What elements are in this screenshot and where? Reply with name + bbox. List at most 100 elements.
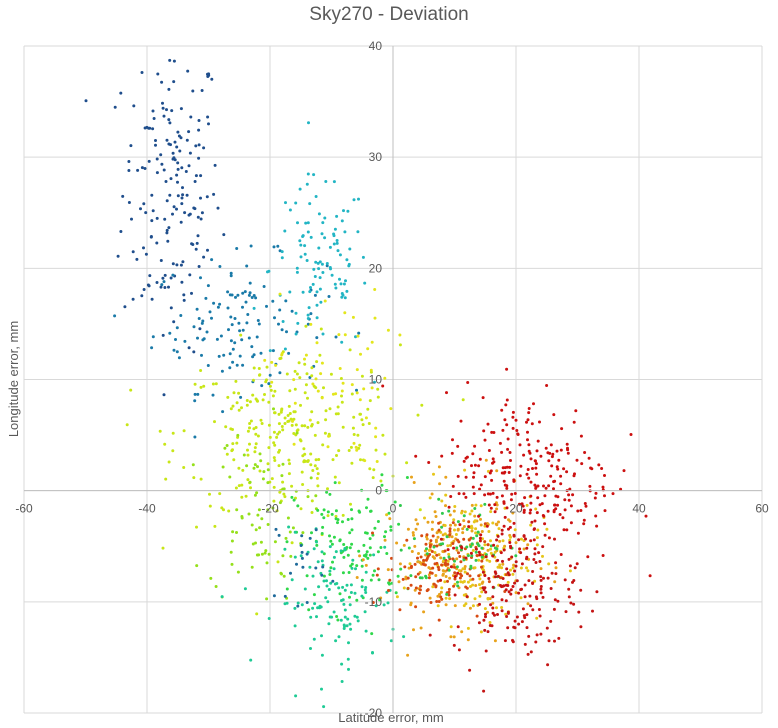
data-point — [275, 509, 279, 513]
data-point — [268, 435, 272, 439]
data-point — [440, 511, 444, 515]
data-point — [484, 458, 488, 462]
data-point — [247, 512, 251, 516]
data-point — [483, 493, 487, 497]
data-point — [500, 408, 504, 412]
data-point — [351, 315, 355, 319]
data-point — [430, 527, 434, 531]
data-point — [462, 593, 466, 597]
data-point — [237, 408, 241, 412]
data-point — [206, 364, 210, 367]
data-point — [288, 389, 292, 393]
data-point — [248, 291, 252, 295]
data-point — [539, 585, 543, 588]
data-point — [565, 470, 569, 474]
data-point — [324, 409, 328, 413]
data-point — [453, 565, 456, 569]
data-point — [452, 643, 456, 647]
data-point — [343, 588, 347, 592]
data-point — [172, 59, 176, 63]
data-point — [210, 77, 214, 81]
data-point — [383, 452, 387, 456]
data-point — [230, 562, 234, 566]
data-point — [526, 543, 530, 547]
data-point — [539, 578, 543, 582]
data-point — [328, 545, 332, 549]
data-point — [277, 322, 280, 326]
data-point — [455, 557, 459, 561]
data-point — [418, 588, 422, 592]
data-point — [595, 524, 599, 528]
data-point — [456, 584, 460, 588]
data-point — [317, 246, 321, 250]
data-point — [231, 404, 235, 408]
data-point — [336, 412, 340, 416]
data-point — [334, 514, 338, 518]
data-point — [262, 470, 266, 474]
data-point — [354, 335, 357, 339]
data-point — [451, 521, 455, 525]
data-point — [285, 587, 289, 591]
x-axis-title: Latitude error, mm — [338, 710, 444, 725]
data-point — [519, 566, 523, 570]
data-point — [169, 143, 172, 147]
data-point — [427, 461, 431, 464]
data-point — [447, 505, 451, 509]
data-point — [486, 422, 490, 426]
data-point — [367, 422, 371, 425]
data-point — [349, 502, 352, 506]
data-point — [316, 421, 320, 425]
data-point — [579, 625, 583, 629]
data-point — [127, 160, 131, 163]
data-point — [338, 592, 342, 596]
data-point — [496, 613, 499, 616]
data-point — [440, 525, 444, 529]
data-point — [318, 353, 322, 357]
data-point — [472, 475, 475, 479]
data-point — [506, 580, 510, 584]
data-point — [550, 571, 554, 575]
data-point — [293, 369, 297, 373]
data-point — [334, 550, 338, 554]
data-point — [192, 476, 196, 480]
data-point — [429, 539, 433, 543]
data-point — [456, 520, 460, 524]
data-point — [273, 411, 276, 415]
data-point — [294, 311, 298, 315]
data-point — [167, 285, 170, 289]
data-point — [571, 493, 575, 497]
data-point — [362, 543, 366, 547]
data-point — [576, 531, 580, 535]
data-point — [237, 484, 241, 488]
data-point — [469, 564, 473, 568]
data-point — [252, 353, 256, 357]
data-point — [517, 538, 521, 542]
data-point — [167, 87, 171, 91]
data-point — [417, 591, 421, 595]
data-point — [522, 453, 526, 457]
data-point — [339, 618, 343, 622]
data-point — [549, 619, 553, 623]
data-point — [245, 403, 249, 407]
data-point — [380, 483, 384, 487]
data-point — [290, 423, 294, 427]
data-point — [164, 180, 168, 183]
data-point — [373, 526, 377, 530]
data-point — [372, 553, 376, 557]
data-point — [288, 208, 292, 212]
data-point — [453, 571, 457, 575]
data-point — [358, 412, 362, 416]
data-point — [583, 451, 587, 454]
data-point — [552, 607, 556, 611]
data-point — [376, 550, 380, 554]
data-point — [320, 361, 324, 365]
data-point — [407, 546, 411, 550]
data-point — [230, 449, 234, 453]
x-tick-label: -40 — [138, 502, 156, 516]
data-point — [332, 180, 336, 184]
data-point — [314, 386, 318, 390]
data-point — [218, 265, 222, 268]
data-point — [513, 492, 517, 495]
data-point — [172, 348, 176, 352]
data-point — [301, 565, 305, 569]
